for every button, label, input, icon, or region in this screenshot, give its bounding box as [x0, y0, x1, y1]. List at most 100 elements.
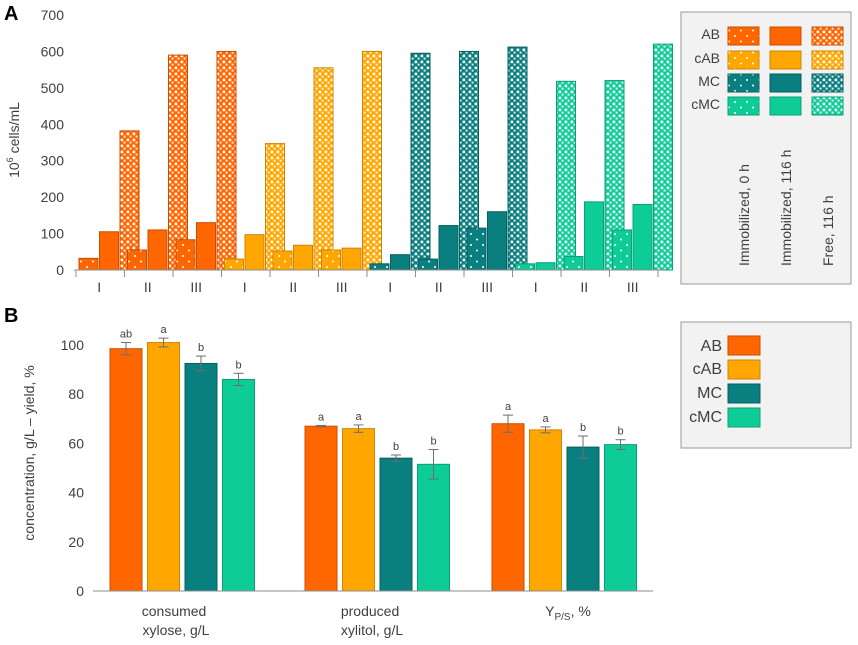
- panel-b-y-axis-title: concentration, g/L – yield, %: [21, 365, 37, 540]
- x-label-consumed-xylose-line1: consumed: [142, 603, 207, 619]
- panel-a-x-tick-label: I: [388, 279, 392, 295]
- panel-a-y-tick-label: 600: [41, 43, 65, 59]
- legend-a-swatch-ab-3: [811, 26, 844, 46]
- x-label-produced-xylitol-line2: xylitol, g/L: [341, 622, 403, 638]
- panel-b-legend: AB cAB MC cMC: [680, 321, 852, 449]
- panel-b: B concentration, g/L – yield, % 0 20 40 60 8…: [4, 305, 852, 638]
- panel-a-bar-mc-ii-series1: [418, 258, 438, 271]
- panel-b-y-tick-label: 20: [68, 534, 84, 550]
- panel-a-bar-cab-ii-series1: [272, 250, 293, 271]
- panel-a-bar-ab-ii-series3: [168, 54, 188, 271]
- panel-a-x-tick-label: II: [580, 279, 588, 295]
- panel-a-bar-mc-i-series1: [369, 263, 390, 271]
- panel-b-bar-cmc-3: [604, 444, 637, 592]
- panel-b-bar-ab-3: [491, 423, 525, 592]
- panel-b-bar-cab-1: [147, 342, 180, 592]
- panel-a-bar-cab-iii-series1: [321, 249, 341, 271]
- panel-a-bar-mc-i-series3: [410, 52, 431, 271]
- panel-b-label: B: [4, 305, 18, 327]
- panel-a-bar-mc-ii-series2: [438, 225, 459, 271]
- legend-b-swatch-cab: [727, 359, 761, 380]
- panel-b-bar-cab-2: [342, 428, 375, 592]
- panel-a-x-tick-label: I: [534, 279, 538, 295]
- panel-b-y-axis: 0 20 40 60 80 100: [61, 337, 85, 599]
- legend-b-swatch-ab: [727, 335, 761, 356]
- panel-a-bar-ab-i-series3: [119, 130, 140, 271]
- panel-a-y-axis-title: 106 cells/mL: [5, 102, 22, 178]
- panel-a-x-tick-label: II: [435, 279, 443, 295]
- panel-a-y-axis-exponent: 6: [5, 157, 15, 162]
- legend-b-swatch-mc: [727, 383, 761, 404]
- panel-a-bar-cmc-i-series2: [535, 262, 556, 271]
- panel-a-x-tick-label: III: [190, 279, 202, 295]
- panel-b-significance-letter: a: [505, 401, 512, 413]
- x-label-yield-unit: , %: [571, 603, 591, 619]
- panel-a-y-axis-unit: cells/mL: [6, 102, 22, 157]
- panel-a-bar-cmc-iii-series2: [632, 203, 653, 271]
- panel-b-bar-ab-2: [304, 425, 338, 592]
- panel-a-bar-cmc-iii-series1: [612, 229, 632, 271]
- panel-a-x-tick-label: III: [336, 279, 348, 295]
- panel-a-bar-ab-i-series2: [99, 231, 119, 271]
- panel-a-bar-mc-iii-series1: [466, 227, 487, 271]
- panel-a-y-axis-base: 10: [6, 162, 22, 178]
- panel-a-y-tick-label: 300: [41, 153, 65, 169]
- panel-b-bar-ab-1: [109, 348, 143, 592]
- x-label-yield-symbol: Y: [545, 603, 555, 619]
- panel-a-bar-ab-iii-series3: [216, 50, 237, 271]
- panel-b-bar-cmc-2: [417, 463, 450, 592]
- panel-b-significance-letter: b: [198, 342, 204, 354]
- legend-a-swatches: [727, 26, 844, 116]
- legend-b-swatch-cmc: [727, 407, 761, 428]
- panel-b-bar-mc-2: [379, 457, 413, 592]
- panel-a-y-tick-label: 700: [41, 7, 65, 23]
- panel-b-significance-letter: b: [430, 436, 436, 448]
- panel-a-x-axis: I II III I II III I II III I II III: [74, 269, 663, 295]
- panel-a-bar-cab-i-series1: [224, 258, 244, 271]
- legend-b-label-cab: cAB: [693, 361, 722, 378]
- panel-b-legend-box: [680, 321, 852, 449]
- panel-b-significance-letter: b: [393, 441, 399, 453]
- panel-a-bar-cmc-iii-series3: [653, 43, 673, 271]
- x-label-consumed-xylose: consumed xylose, g/L: [142, 603, 210, 638]
- panel-b-significance-letter: b: [617, 426, 623, 438]
- panel-a-label: A: [4, 3, 18, 25]
- legend-a-swatch-ab-2: [769, 26, 802, 46]
- legend-a-swatch-ab-1: [727, 26, 760, 46]
- panel-a-bar-cab-iii-series2: [341, 247, 362, 271]
- panel-b-significance-letter: b: [580, 422, 586, 434]
- legend-b-label-mc: MC: [697, 385, 722, 402]
- panel-a-bar-ab-iii-series2: [196, 222, 216, 271]
- panel-a-y-tick-label: 100: [41, 226, 65, 242]
- legend-b-label-ab: AB: [701, 338, 722, 355]
- legend-a-row-cab: cAB: [694, 50, 720, 66]
- legend-a-swatch-cab-3: [811, 50, 844, 70]
- x-label-produced-xylitol: produced xylitol, g/L: [341, 603, 403, 638]
- legend-a-row-ab: AB: [701, 26, 720, 42]
- panel-b-significance-letter: b: [235, 359, 241, 371]
- panel-b-y-tick-label: 0: [76, 583, 84, 599]
- panel-a-bar-cab-iii-series3: [362, 50, 382, 271]
- panel-a-bar-ab-iii-series1: [175, 239, 196, 271]
- legend-a-swatch-mc-1: [727, 73, 760, 93]
- panel-a-x-tick-label: I: [97, 279, 101, 295]
- legend-a-row-mc: MC: [698, 73, 720, 89]
- panel-a-bar-ab-i-series1: [78, 257, 99, 271]
- x-label-yield-subscript: P/S: [554, 612, 570, 623]
- panel-a-x-tick-label: II: [144, 279, 152, 295]
- panel-a-y-tick-label: 400: [41, 116, 65, 132]
- legend-a-column-immobilized-0h: Immobilized, 0 h: [736, 164, 752, 266]
- legend-a-column-free-116h: Free, 116 h: [820, 195, 836, 266]
- panel-a-x-tick-label: I: [243, 279, 247, 295]
- legend-a-swatch-cmc-1: [727, 96, 760, 116]
- panel-a-bar-ab-ii-series2: [147, 229, 168, 271]
- legend-a-swatch-cab-2: [769, 50, 802, 70]
- legend-a-swatch-cmc-2: [769, 96, 802, 116]
- x-label-yield: YP/S, %: [545, 603, 591, 623]
- panel-b-significance-letter: a: [160, 324, 167, 336]
- panel-b-significance-letter: a: [542, 413, 549, 425]
- legend-b-swatches: [727, 335, 761, 428]
- legend-a-swatch-mc-2: [769, 73, 802, 93]
